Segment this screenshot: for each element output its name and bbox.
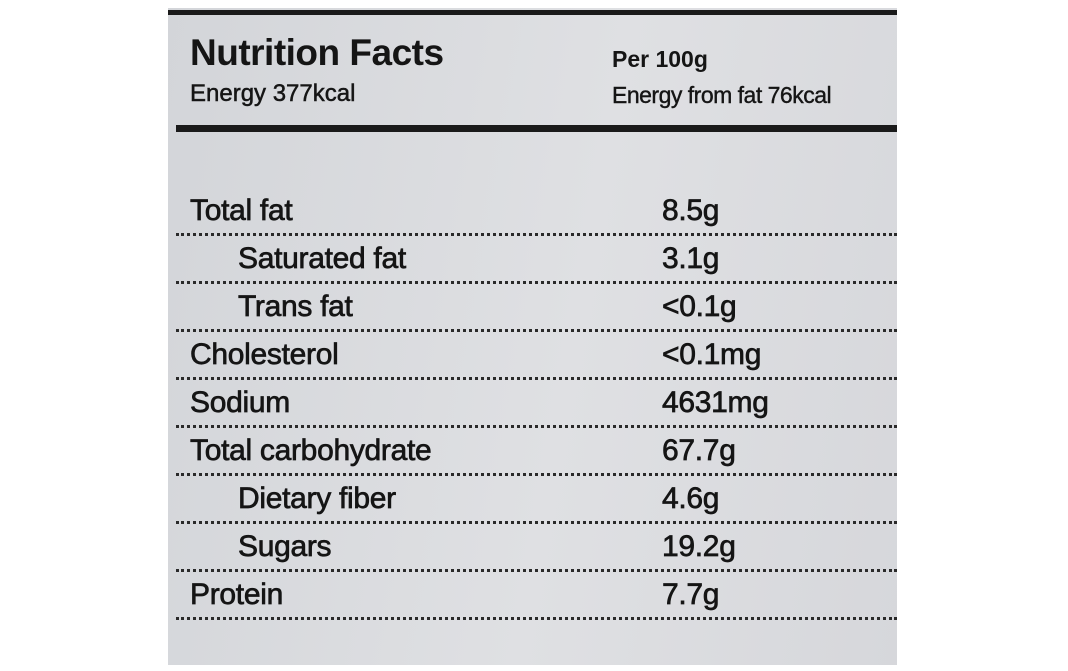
nutrient-name: Total carbohydrate [190,434,432,468]
nutrient-name: Total fat [190,194,293,228]
nutrient-amount: 4631mg [662,386,770,420]
header-rule [176,125,897,132]
title: Nutrition Facts [190,32,444,73]
nutrient-row: Cholesterol <0.1mg [176,332,897,380]
nutrient-row: Sodium 4631mg [176,380,897,428]
nutrient-row: Saturated fat 3.1g [176,236,897,284]
serving-basis: Per 100g [612,46,708,72]
nutrient-amount: 4.6g [662,482,720,516]
nutrient-amount: 19.2g [662,530,737,564]
energy-from-fat: Energy from fat 76kcal [612,82,832,108]
nutrient-name: Protein [190,578,284,612]
nutrient-amount: 3.1g [662,242,720,276]
nutrient-row: Sugars 19.2g [176,524,897,572]
nutrient-amount: <0.1mg [662,338,762,372]
nutrient-name: Sugars [238,530,332,564]
nutrient-amount: 67.7g [662,434,737,468]
nutrient-table: Total fat 8.5g Saturated fat 3.1g Trans fat <… [176,188,897,620]
nutrient-name: Dietary fiber [238,482,397,516]
nutrient-row: Trans fat <0.1g [176,284,897,332]
nutrition-label: Nutrition Facts Energy 377kcal Per 100g … [168,8,897,665]
nutrient-amount: <0.1g [662,290,737,324]
nutrient-row: Total carbohydrate 67.7g [176,428,897,476]
energy: Energy 377kcal [190,80,356,108]
nutrient-row: Dietary fiber 4.6g [176,476,897,524]
nutrient-amount: 8.5g [662,194,720,228]
nutrient-name: Cholesterol [190,338,339,372]
nutrient-amount: 7.7g [662,578,720,612]
nutrient-row: Protein 7.7g [176,572,897,620]
nutrient-row: Total fat 8.5g [176,188,897,236]
nutrient-name: Trans fat [238,290,354,324]
top-rule [168,10,897,15]
nutrient-name: Saturated fat [238,242,407,276]
nutrient-name: Sodium [190,386,291,420]
